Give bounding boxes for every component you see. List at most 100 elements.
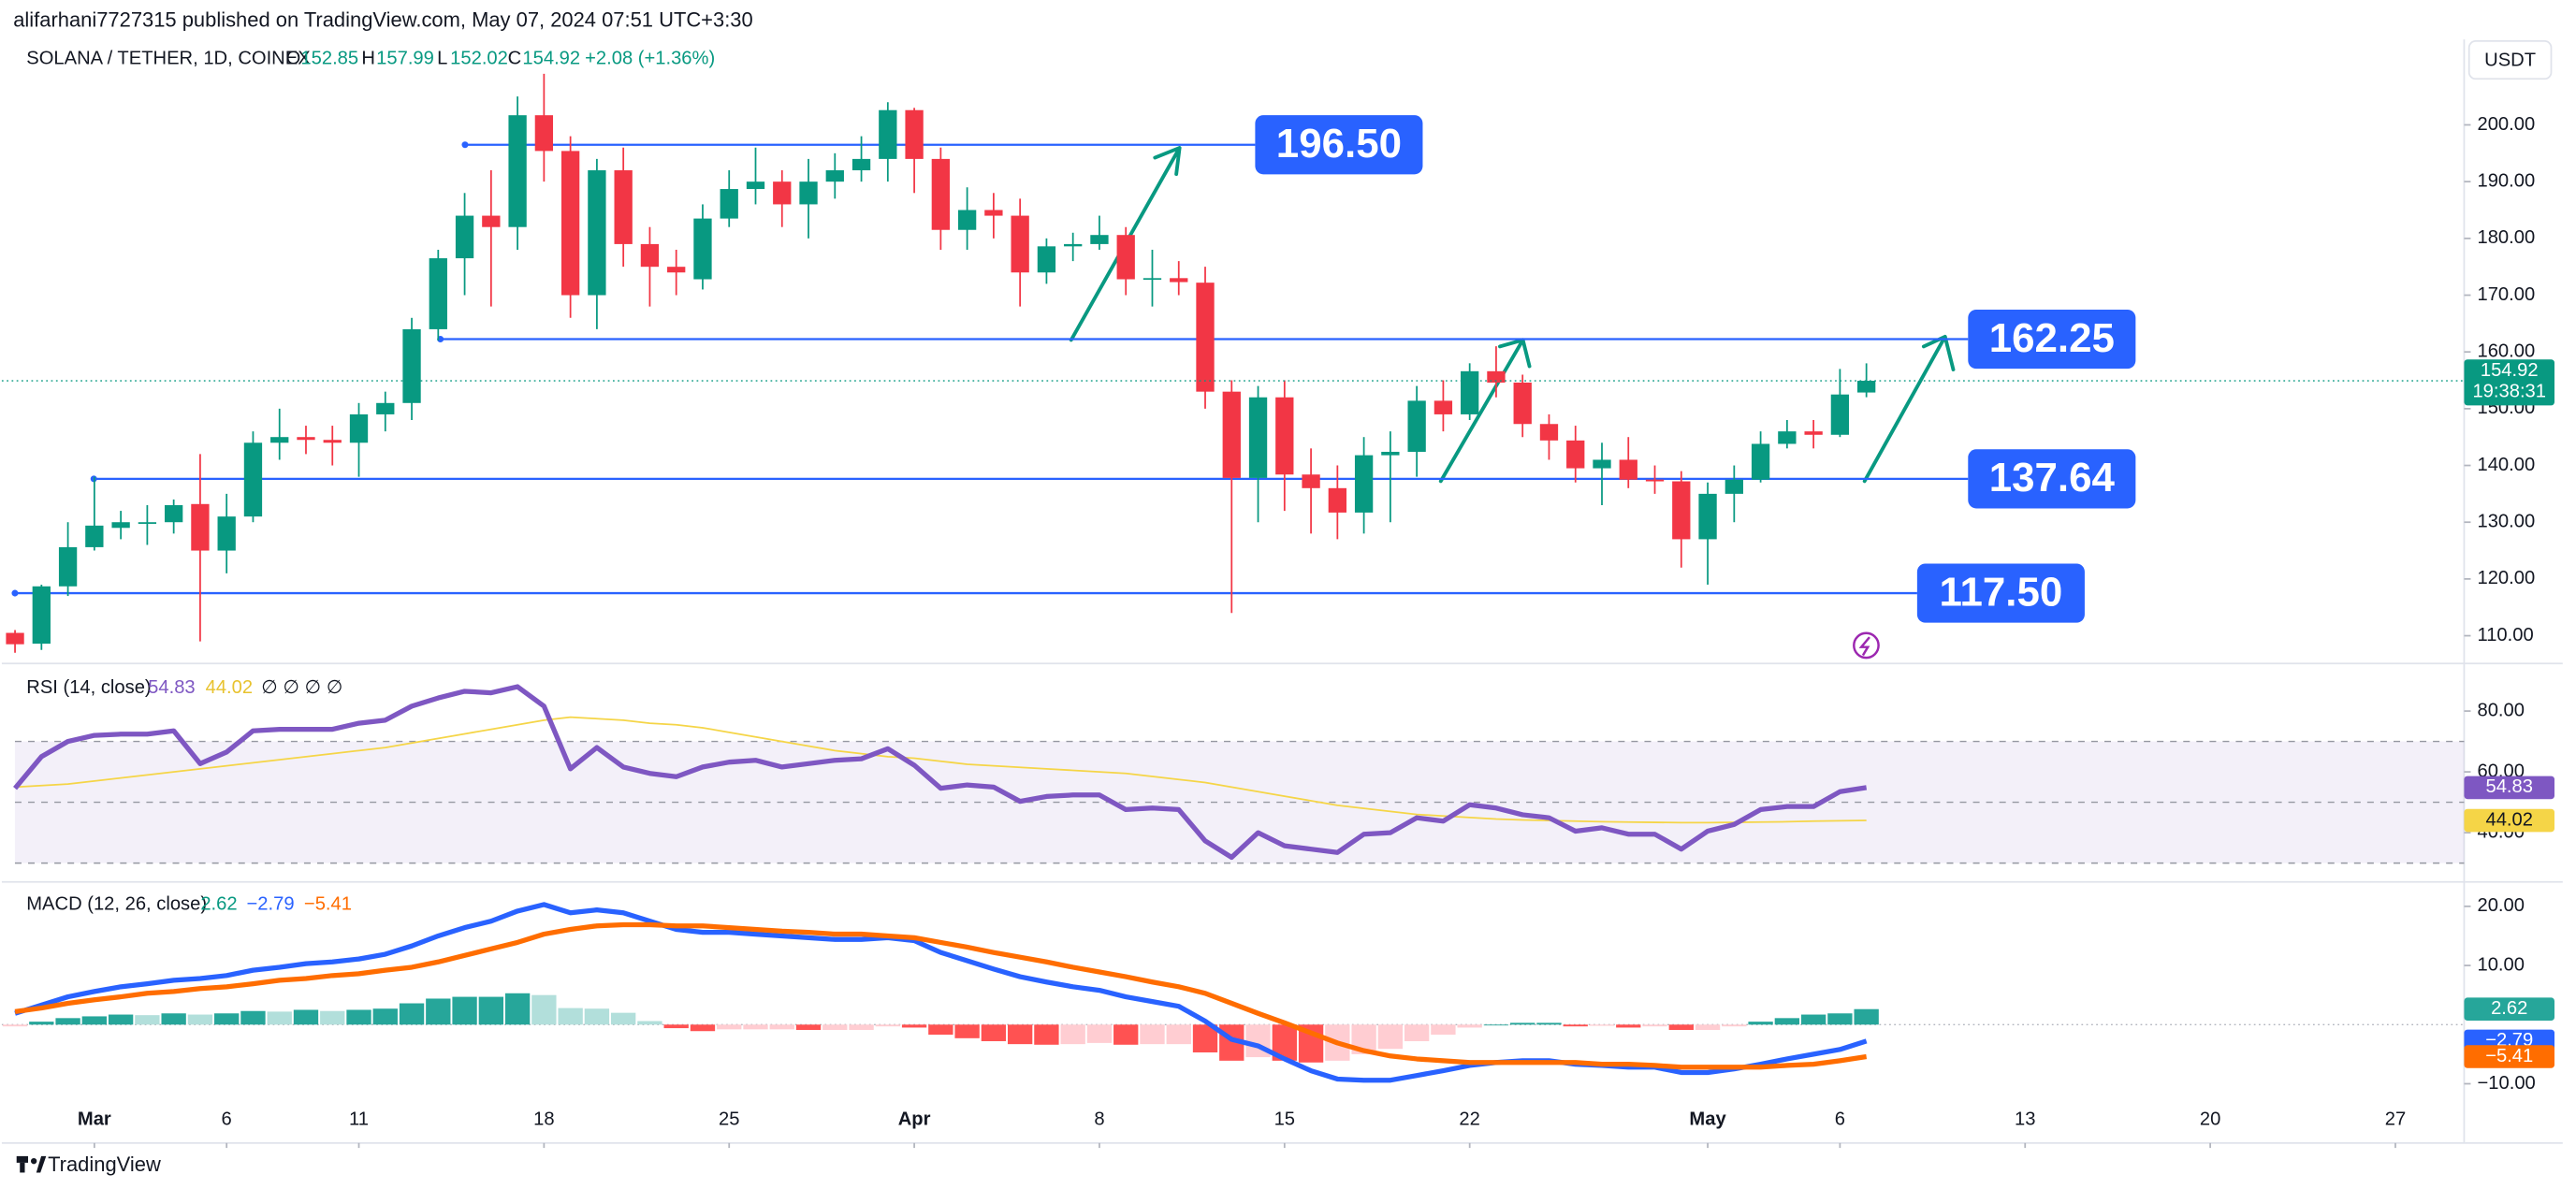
footer-logo — [16, 1155, 47, 1173]
macd-histogram-bar — [240, 1010, 266, 1025]
macd-histogram-bar — [822, 1024, 848, 1030]
candle-body — [1672, 481, 1691, 540]
candle-body — [693, 218, 712, 280]
y-tick-label: 180.00 — [2478, 227, 2536, 248]
level-box — [1255, 115, 1423, 175]
value-box-label: 44.02 — [2485, 809, 2532, 830]
macd-histogram-bar — [293, 1009, 319, 1025]
candle-body — [1328, 487, 1346, 513]
footer-brand: TradingView — [48, 1153, 161, 1176]
candle-body — [1645, 479, 1665, 482]
macd-histogram-bar — [928, 1024, 953, 1036]
macd-histogram-bar — [1695, 1024, 1721, 1030]
candle-body — [402, 328, 421, 403]
macd-histogram-bar — [663, 1024, 689, 1029]
macd-histogram-bar — [2, 1024, 28, 1027]
candle-body — [1354, 455, 1374, 513]
candle-body — [773, 181, 792, 205]
macd-histogram-bar — [1774, 1018, 1800, 1025]
candle-body — [1037, 246, 1056, 273]
rsi-line — [13, 684, 1868, 861]
macd-histogram-bar — [1536, 1022, 1562, 1025]
macd-histogram-bar — [1854, 1008, 1879, 1025]
value-box — [2464, 997, 2555, 1022]
macd-histogram-bar — [1800, 1014, 1826, 1025]
candle-body — [508, 115, 527, 227]
rsi-symbols: ∅ ∅ ∅ ∅ — [261, 677, 342, 698]
candle-body — [270, 437, 289, 443]
candle-body — [560, 151, 580, 296]
logo-part — [16, 1155, 29, 1163]
ohlc-value: 152.85 — [300, 49, 358, 69]
candle-body — [32, 586, 51, 645]
currency-label[interactable]: USDT — [2484, 50, 2536, 70]
macd-histogram-bar — [1166, 1024, 1191, 1045]
candle-body — [1513, 382, 1532, 425]
candle-body — [1461, 370, 1479, 414]
x-tick-label: 6 — [1835, 1109, 1845, 1130]
macd-histogram-bar — [531, 994, 557, 1025]
arrow — [1862, 334, 1956, 484]
candle-body — [1011, 215, 1029, 273]
y-tick-label: 130.00 — [2478, 512, 2536, 532]
macd-histogram-bar — [1113, 1024, 1139, 1045]
candle-body — [297, 437, 315, 441]
rsi-ma-value: 44.02 — [206, 677, 253, 698]
candle-body — [1804, 431, 1823, 435]
candle-body — [588, 170, 606, 296]
candle-body — [984, 210, 1003, 216]
x-tick-label: 22 — [1459, 1109, 1479, 1130]
macd-histogram-bar — [1668, 1024, 1694, 1030]
macd-histogram-bar — [769, 1024, 794, 1030]
candle-body — [138, 522, 157, 524]
macd-histogram-bar — [81, 1016, 108, 1025]
macd-histogram-bar — [504, 993, 531, 1025]
candle-body — [1856, 381, 1876, 393]
candle-body — [1751, 443, 1770, 480]
y-tick-label: 120.00 — [2478, 568, 2536, 588]
logo-part — [30, 1157, 37, 1165]
candle-body — [957, 210, 977, 230]
symbol-title: SOLANA / TETHER, 1D, COINEX — [26, 49, 311, 69]
candle-body — [1142, 278, 1162, 281]
y-tick-label: 20.00 — [2478, 895, 2525, 916]
alert-bolt[interactable] — [1858, 636, 1870, 657]
y-tick-label: 80.00 — [2478, 700, 2525, 720]
alert-icon[interactable] — [1853, 631, 1880, 660]
ohlc-value: 157.99 — [376, 49, 434, 69]
candle-body — [85, 525, 104, 547]
macd-histogram-bar — [849, 1024, 874, 1030]
y-tick-label: 10.00 — [2478, 954, 2525, 975]
macd-histogram-bar — [1431, 1024, 1456, 1036]
x-tick-label: 25 — [719, 1109, 739, 1130]
candle-body — [217, 516, 236, 551]
macd-histogram-bar — [372, 1008, 398, 1025]
macd-histogram-bar — [901, 1024, 927, 1028]
logo-part — [20, 1162, 25, 1173]
candle-body — [191, 503, 210, 551]
candle-body — [323, 440, 342, 443]
macd-signal-value: −5.41 — [304, 894, 352, 915]
macd-histogram-bar — [187, 1014, 213, 1025]
candle-body — [851, 158, 871, 171]
candle-body — [1222, 391, 1241, 478]
candle-body — [1593, 459, 1611, 469]
candle-body — [799, 181, 818, 205]
macd-histogram-bar — [875, 1024, 900, 1027]
macd-histogram-bar — [452, 996, 477, 1025]
macd-signal-line — [14, 921, 1868, 1070]
candle-body — [164, 505, 183, 523]
y-tick-label: 110.00 — [2478, 625, 2534, 645]
logo-part — [36, 1155, 47, 1173]
x-tick-label: 27 — [2385, 1109, 2406, 1130]
macd-histogram-bar — [1060, 1024, 1085, 1045]
macd-histogram-bar — [1827, 1013, 1853, 1025]
countdown-label: 19:38:31 — [2472, 382, 2546, 402]
macd-histogram-bar — [426, 998, 451, 1025]
candle-body — [1778, 431, 1797, 444]
alert-circle[interactable] — [1853, 631, 1880, 660]
macd-histogram-bar — [1748, 1022, 1773, 1025]
currency-button[interactable] — [2467, 40, 2553, 80]
candle-body — [429, 258, 447, 329]
candle-body — [905, 109, 924, 159]
